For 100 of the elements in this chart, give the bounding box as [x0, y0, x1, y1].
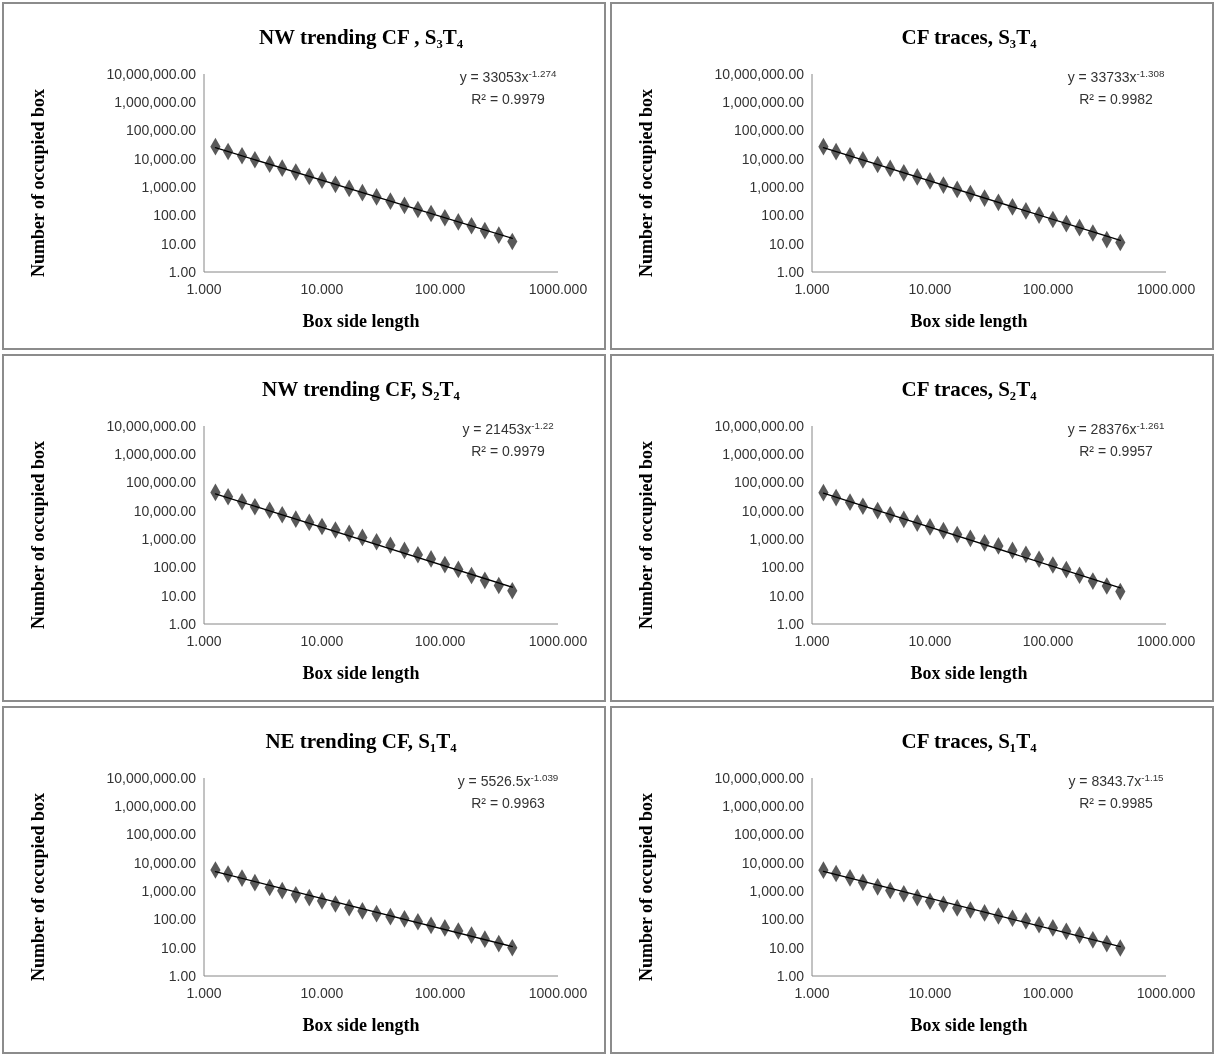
chart-title: NW trending CF , S₃T₄ [258, 25, 464, 49]
x-axis-title: Box side length [910, 311, 1028, 331]
y-tick-label: 10,000.00 [133, 854, 197, 871]
y-tick-label: 100,000.00 [733, 122, 805, 139]
y-tick-label: 1,000,000.00 [722, 446, 805, 463]
y-axis-title: Number of occupied box [28, 88, 48, 278]
x-tick-label: 1000.000 [528, 633, 588, 649]
y-tick-label: 1.00 [168, 263, 197, 280]
y-tick-label: 10,000.00 [741, 150, 805, 167]
annotation: R² = 0.9982 [1079, 91, 1153, 107]
x-tick-label: 100.000 [1022, 985, 1074, 1001]
x-axis-title: Box side length [302, 1015, 420, 1035]
y-tick-label: 10.00 [160, 587, 197, 604]
y-tick-label: 1,000.00 [749, 883, 805, 900]
y-tick-label: 100,000.00 [733, 826, 805, 843]
y-axis-title: Number of occupied box [28, 792, 48, 982]
y-tick-label: 10,000,000.00 [714, 65, 805, 82]
x-tick-label: 1.000 [794, 985, 830, 1001]
annotation: y = 5526.5x$^{-1.039}$ [457, 771, 559, 789]
y-tick-label: 100,000.00 [733, 474, 805, 491]
y-tick-label: 100.00 [761, 207, 805, 224]
y-tick-label: 1.00 [776, 967, 805, 984]
annotation: y = 21453x$^{-1.22}$ [462, 419, 554, 437]
x-tick-label: 1000.000 [1136, 985, 1196, 1001]
x-tick-label: 1.000 [186, 985, 222, 1001]
y-tick-label: 10,000,000.00 [106, 769, 197, 786]
x-tick-label: 10.000 [300, 633, 344, 649]
y-tick-label: 100,000.00 [125, 474, 197, 491]
x-tick-label: 10.000 [908, 281, 952, 297]
x-tick-label: 10.000 [908, 633, 952, 649]
y-tick-label: 10,000.00 [133, 150, 197, 167]
x-tick-label: 100.000 [414, 281, 466, 297]
y-axis-title: Number of occupied box [636, 440, 656, 630]
x-axis-title: Box side length [910, 1015, 1028, 1035]
chart-title: CF traces, S₁T₄ [901, 729, 1038, 753]
y-tick-label: 1,000.00 [141, 883, 197, 900]
y-tick-label: 10,000,000.00 [714, 417, 805, 434]
chart-title: CF traces, S₃T₄ [901, 25, 1038, 49]
annotation: R² = 0.9979 [471, 443, 545, 459]
x-tick-label: 1.000 [186, 633, 222, 649]
x-axis-title: Box side length [302, 663, 420, 683]
y-tick-label: 1,000.00 [749, 531, 805, 548]
annotation: y = 33053x$^{-1.274}$ [459, 67, 557, 85]
y-tick-label: 1,000,000.00 [722, 798, 805, 815]
y-tick-label: 1.00 [168, 967, 197, 984]
x-tick-label: 10.000 [300, 281, 344, 297]
y-tick-label: 10,000,000.00 [106, 417, 197, 434]
y-tick-label: 10.00 [160, 235, 197, 252]
y-tick-label: 10,000,000.00 [714, 769, 805, 786]
x-tick-label: 1000.000 [1136, 633, 1196, 649]
y-tick-label: 10.00 [768, 939, 805, 956]
x-tick-label: 100.000 [414, 633, 466, 649]
x-tick-label: 10.000 [300, 985, 344, 1001]
chart-title: CF traces, S₂T₄ [901, 377, 1038, 401]
x-tick-label: 10.000 [908, 985, 952, 1001]
chart-title: NW trending CF, S₂T₄ [262, 377, 461, 401]
y-tick-label: 1,000,000.00 [722, 94, 805, 111]
x-axis-title: Box side length [302, 311, 420, 331]
y-tick-label: 10,000.00 [741, 854, 805, 871]
y-tick-label: 10.00 [160, 939, 197, 956]
y-tick-label: 1.00 [776, 263, 805, 280]
y-tick-label: 100.00 [153, 559, 197, 576]
y-tick-label: 100.00 [153, 911, 197, 928]
y-tick-label: 100,000.00 [125, 122, 197, 139]
x-tick-label: 100.000 [1022, 281, 1074, 297]
x-tick-label: 1000.000 [528, 281, 588, 297]
annotation: R² = 0.9963 [471, 795, 545, 811]
x-tick-label: 1.000 [794, 633, 830, 649]
y-tick-label: 1,000.00 [141, 179, 197, 196]
y-axis-title: Number of occupied box [636, 792, 656, 982]
chart-title: NE trending CF, S₁T₄ [265, 729, 458, 753]
annotation: y = 8343.7x$^{-1.15}$ [1068, 771, 1165, 789]
x-tick-label: 1000.000 [528, 985, 588, 1001]
y-tick-label: 10,000.00 [133, 502, 197, 519]
y-tick-label: 1,000.00 [749, 179, 805, 196]
y-tick-label: 1,000,000.00 [114, 446, 197, 463]
y-tick-label: 10.00 [768, 587, 805, 604]
y-tick-label: 100.00 [761, 911, 805, 928]
y-tick-label: 1,000,000.00 [114, 798, 197, 815]
x-tick-label: 100.000 [414, 985, 466, 1001]
y-tick-label: 1,000,000.00 [114, 94, 197, 111]
annotation: R² = 0.9957 [1079, 443, 1153, 459]
x-tick-label: 1.000 [794, 281, 830, 297]
x-tick-label: 1.000 [186, 281, 222, 297]
x-tick-label: 100.000 [1022, 633, 1074, 649]
y-tick-label: 1.00 [776, 615, 805, 632]
y-tick-label: 100.00 [153, 207, 197, 224]
annotation: y = 28376x$^{-1.261}$ [1067, 419, 1165, 437]
x-axis-title: Box side length [910, 663, 1028, 683]
y-tick-label: 1.00 [168, 615, 197, 632]
y-axis-title: Number of occupied box [28, 440, 48, 630]
annotation: R² = 0.9985 [1079, 795, 1153, 811]
y-tick-label: 10,000.00 [741, 502, 805, 519]
y-axis-title: Number of occupied box [636, 88, 656, 278]
x-tick-label: 1000.000 [1136, 281, 1196, 297]
annotation: R² = 0.9979 [471, 91, 545, 107]
y-tick-label: 10,000,000.00 [106, 65, 197, 82]
y-tick-label: 100.00 [761, 559, 805, 576]
y-tick-label: 1,000.00 [141, 531, 197, 548]
y-tick-label: 100,000.00 [125, 826, 197, 843]
